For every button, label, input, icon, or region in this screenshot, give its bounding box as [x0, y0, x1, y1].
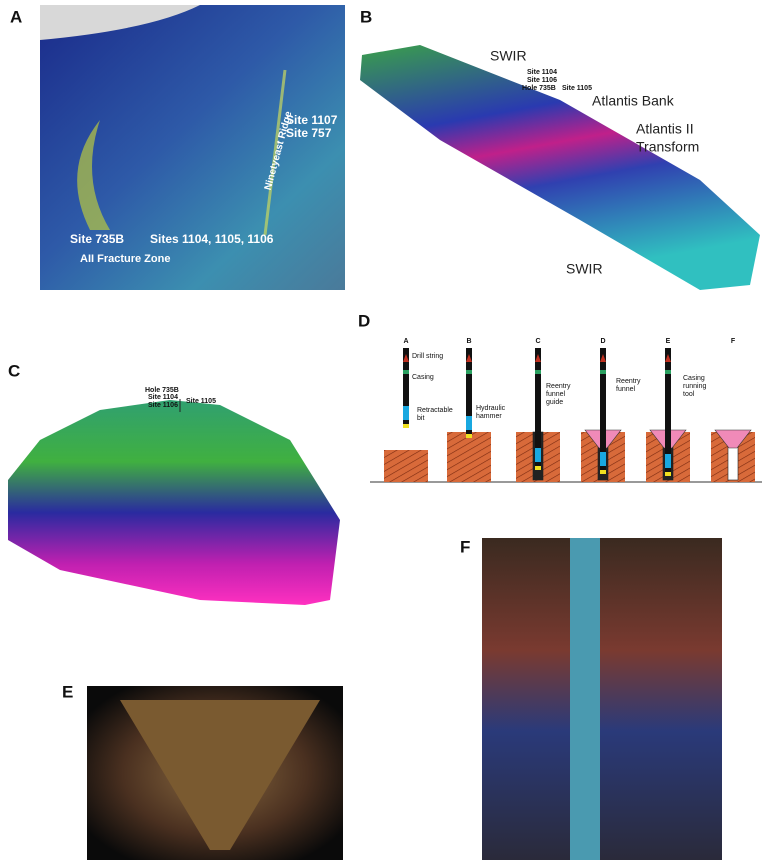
bit [535, 466, 541, 470]
casing [403, 406, 409, 420]
panel-label: C [8, 361, 20, 380]
column-letter: B [466, 338, 471, 345]
diagram-label: Retractable [417, 407, 453, 414]
terrain-label: SWIR [490, 48, 527, 64]
collar [535, 370, 541, 374]
terrain-label: Site 1104 [148, 394, 178, 401]
panel-label: E [62, 682, 73, 701]
diagram-label: Drill string [412, 353, 443, 360]
diagram-label: bit [417, 415, 424, 422]
diagram-label: Casing [412, 374, 434, 381]
terrain-label: Hole 735B [522, 85, 556, 92]
diagram-label: running [683, 383, 706, 390]
collar [466, 370, 472, 374]
terrain-label: Site 1106 [527, 77, 557, 84]
terrain-label: Site 1106 [148, 402, 178, 409]
crew-photo [482, 538, 722, 860]
diagram-label: funnel [616, 386, 636, 393]
casing [600, 452, 606, 466]
bit [466, 434, 472, 438]
column-letter: C [535, 338, 540, 345]
diagram-label: hammer [476, 413, 502, 420]
terrain-image [360, 45, 760, 290]
diagram-label: Hydraulic [476, 405, 506, 412]
column-letter: A [403, 338, 408, 345]
map-label: Sites 1104, 1105, 1106 [150, 232, 274, 246]
terrain-label: Site 1105 [562, 85, 592, 92]
column-letter: E [666, 338, 671, 345]
formation [384, 450, 428, 482]
terrain-label: Site 1105 [186, 398, 216, 405]
diagram-label: funnel [546, 391, 566, 398]
terrain-label: Atlantis Bank [592, 93, 675, 109]
casing [466, 416, 472, 430]
column-letter: F [731, 338, 736, 345]
diagram-label: Reentry [616, 378, 641, 385]
terrain-label: Hole 735B [145, 387, 179, 394]
bit [600, 470, 606, 474]
bit [403, 424, 409, 428]
map-label: AII Fracture Zone [80, 253, 170, 265]
column-letter: D [600, 338, 605, 345]
terrain-image [8, 400, 340, 605]
figure: ABCDEFSite 1107Site 757Ninetyeast RidgeS… [0, 0, 765, 863]
diagram-label: Reentry [546, 383, 571, 390]
bit [665, 472, 671, 476]
formation [447, 432, 491, 482]
hammer-pipe [570, 538, 600, 860]
panel-label: B [360, 7, 372, 26]
diagram-label: tool [683, 391, 695, 398]
collar [600, 370, 606, 374]
collar [403, 370, 409, 374]
panel-label: A [10, 7, 22, 26]
collar [665, 370, 671, 374]
diagram-label: guide [546, 399, 563, 406]
casing [535, 448, 541, 462]
map-label: Site 757 [286, 126, 332, 140]
terrain-label: Atlantis II [636, 121, 694, 137]
casing [665, 454, 671, 468]
terrain-label: SWIR [566, 261, 603, 277]
panel-label: D [358, 311, 370, 330]
terrain-label: Transform [636, 139, 699, 155]
diagram-label: Casing [683, 375, 705, 382]
panel-label: F [460, 537, 470, 556]
terrain-label: Site 1104 [527, 69, 557, 76]
map-label: Site 735B [70, 232, 124, 246]
